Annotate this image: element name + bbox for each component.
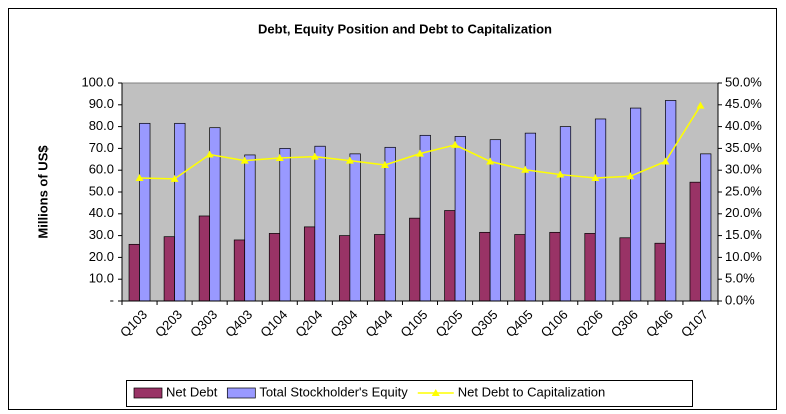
line-marker — [696, 101, 705, 109]
bar — [549, 231, 561, 302]
y-tick-label: 30.0 — [89, 227, 114, 242]
bar — [594, 118, 607, 302]
y2-tick-label: 45.0% — [725, 96, 762, 111]
bar — [174, 122, 186, 302]
line-marker — [205, 150, 214, 158]
y-tick-label: 60.0 — [89, 162, 114, 177]
bar — [479, 231, 491, 302]
line-marker — [591, 174, 600, 182]
line-marker — [135, 174, 144, 182]
y-tick-label: 10.0 — [89, 271, 114, 286]
bar — [700, 153, 712, 302]
line-marker — [416, 149, 424, 157]
bar — [514, 234, 526, 302]
bar — [339, 235, 351, 302]
bar — [619, 237, 631, 302]
legend-swatch — [226, 387, 256, 399]
line-marker — [170, 174, 179, 182]
y2-tick-label: 10.0% — [725, 249, 762, 264]
legend-swatch — [133, 387, 163, 399]
legend-swatch — [431, 389, 440, 396]
y2-tick-label: 20.0% — [725, 205, 762, 220]
bar — [524, 132, 537, 302]
bar — [268, 233, 281, 302]
line-marker — [310, 152, 319, 160]
line-marker — [626, 172, 635, 180]
bar — [454, 136, 466, 302]
bar — [128, 243, 140, 302]
line-marker — [275, 153, 284, 161]
bar — [384, 146, 396, 302]
y-tick-label: 90.0 — [89, 96, 114, 111]
y2-tick-label: 25.0% — [725, 183, 762, 198]
bar — [303, 226, 316, 302]
bar — [689, 181, 701, 302]
bar — [233, 239, 246, 302]
bar — [349, 153, 361, 302]
bar — [374, 234, 386, 302]
chart-title: Debt, Equity Position and Debt to Capita… — [258, 21, 552, 36]
bar — [654, 242, 666, 302]
line-marker — [240, 156, 249, 164]
bar — [244, 154, 256, 302]
y2-tick-label: 35.0% — [725, 140, 762, 155]
legend-label: Net Debt to Capitalization — [458, 384, 605, 399]
bar — [419, 134, 431, 302]
bar — [314, 145, 326, 302]
legend-label: Total Stockholder's Equity — [259, 384, 408, 399]
y2-tick-label: 5.0% — [725, 271, 755, 286]
bar — [198, 215, 210, 302]
y2-tick-label: 0.0% — [725, 292, 755, 307]
legend-label: Net Debt — [166, 384, 218, 399]
y-axis-label: Millions of US$ — [35, 145, 50, 239]
y-tick-label: 80.0 — [89, 118, 114, 133]
bar — [139, 122, 151, 302]
bar — [163, 236, 175, 302]
y-tick-label: 20.0 — [89, 249, 114, 264]
bar — [559, 126, 572, 302]
line-marker — [486, 157, 495, 165]
bar — [279, 148, 291, 302]
line-marker — [380, 160, 389, 168]
bar — [584, 233, 596, 302]
line-marker — [556, 170, 565, 178]
y2-tick-label: 30.0% — [725, 162, 762, 177]
bar — [630, 107, 642, 302]
y-tick-label: 100.0 — [81, 74, 114, 89]
line-marker — [521, 165, 530, 173]
y2-tick-label: 40.0% — [725, 118, 762, 133]
y-tick-label: 50.0 — [89, 183, 114, 198]
line-marker — [345, 156, 354, 164]
legend — [126, 380, 693, 407]
bar — [444, 210, 456, 302]
line-marker — [661, 157, 670, 165]
bar — [409, 217, 421, 302]
y-tick-label: 70.0 — [89, 140, 114, 155]
line-marker — [451, 140, 460, 148]
y2-tick-label: 15.0% — [725, 227, 762, 242]
y2-tick-label: 50.0% — [725, 74, 762, 89]
bar — [665, 100, 677, 302]
y-tick-label: 40.0 — [89, 205, 114, 220]
y-tick-label: - — [110, 292, 114, 307]
